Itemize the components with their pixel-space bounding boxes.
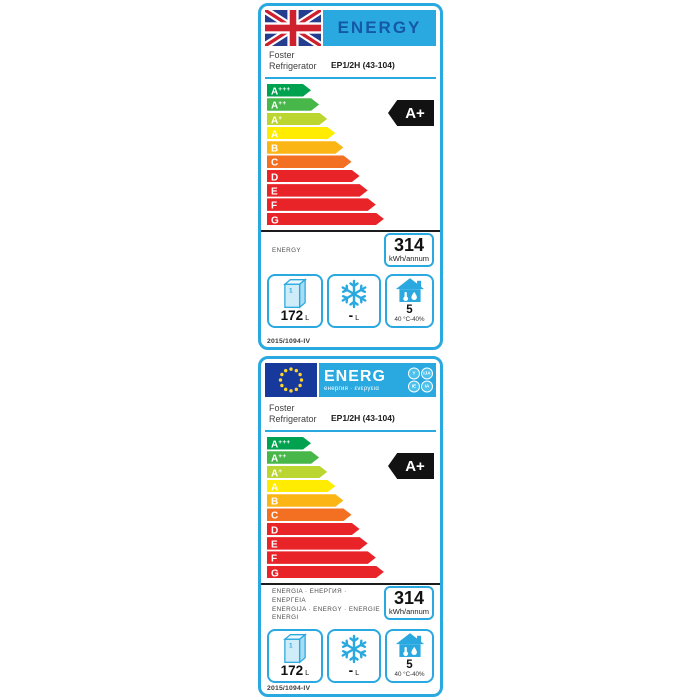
- grade-arrow-a+: A+: [267, 466, 327, 479]
- eu-label-header: ENERG енергия · ενεργεια Y IJA IE IA: [265, 363, 436, 397]
- climate-class-value: 5: [406, 659, 413, 671]
- climate-class-box: 5 40 °C-40%: [385, 274, 434, 328]
- climate-condition: 40 °C-40%: [394, 316, 425, 323]
- energy-caption: ENERGIA · ЕНЕРГИЯ · ΕΝΕΡΓΕΙΑ ENERGIJA · …: [272, 588, 382, 623]
- header-divider: [265, 77, 436, 79]
- consumption-box: 314 kWh/annum: [384, 586, 434, 620]
- grade-arrow-a+++: A+++: [267, 84, 311, 97]
- section-divider: [261, 583, 440, 585]
- suffix-circle-ia: IA: [421, 380, 433, 393]
- grade-arrow-g: G: [267, 566, 384, 579]
- energy-caption: ENERGY: [272, 247, 382, 256]
- freezer-volume: -L: [348, 308, 360, 323]
- caption-line: ENERGIJA · ENERGY · ENERGIE: [272, 605, 380, 613]
- energy-header-band: ENERG енергия · ενεργεια Y IJA IE IA: [319, 363, 436, 397]
- eu-energy-label: ENERG енергия · ενεργεια Y IJA IE IA Fos…: [258, 356, 443, 697]
- grade-arrow-c: C: [267, 508, 352, 521]
- model-number: EP1/2H (43-104): [331, 413, 395, 423]
- union-jack-flag-icon: [265, 10, 321, 46]
- freezer-volume: -L: [348, 663, 360, 678]
- consumption-value: 314: [393, 235, 425, 255]
- grade-arrow-a: A: [267, 127, 335, 140]
- fridge-volume-unit: L: [305, 668, 310, 677]
- brand-block: Foster Refrigerator EP1/2H (43-104): [269, 403, 434, 424]
- freezer-volume-value: -: [348, 663, 354, 678]
- suffix-circle-y: Y: [408, 367, 420, 380]
- freezer-volume-unit: L: [355, 313, 360, 322]
- caption-line: ENERGI: [272, 614, 299, 622]
- brand-line1: Foster: [269, 50, 295, 60]
- model-number: EP1/2H (43-104): [331, 60, 395, 70]
- grade-arrow-b: B: [267, 494, 343, 507]
- header-divider: [265, 430, 436, 432]
- energy-word-suffixes: Y IJA IE IA: [408, 367, 433, 393]
- grade-arrow-f: F: [267, 198, 376, 211]
- grade-arrow-g: G: [267, 213, 384, 226]
- grade-arrow-d: D: [267, 170, 360, 183]
- energy-header-subtitle: енергия · ενεργεια: [324, 385, 380, 392]
- brand-line2: Refrigerator: [269, 413, 317, 424]
- grade-arrow-a: A: [267, 480, 335, 493]
- fridge-volume: 172 L: [280, 308, 310, 323]
- eu-flag-icon: [265, 363, 317, 397]
- grade-arrow-a+++: A+++: [267, 437, 311, 450]
- brand-block: Foster Refrigerator EP1/2H (43-104): [269, 50, 434, 71]
- grade-arrow-e: E: [267, 184, 368, 197]
- grade-arrow-d: D: [267, 523, 360, 536]
- fridge-volume-value: 172: [280, 663, 304, 678]
- fridge-icon: 1: [283, 276, 307, 311]
- consumption-unit: kWh/annum: [388, 254, 430, 263]
- fridge-volume-value: 172: [280, 308, 304, 323]
- suffix-circle-ie: IE: [408, 380, 420, 393]
- energy-header-band: ENERGY: [323, 10, 436, 46]
- grade-arrow-c: C: [267, 155, 352, 168]
- caption-line: ENERGY: [272, 247, 301, 254]
- fridge-volume: 172 L: [280, 663, 310, 678]
- freezer-volume-box: -L: [327, 274, 381, 328]
- svg-text:1: 1: [289, 288, 293, 295]
- consumption-unit: kWh/annum: [388, 607, 430, 616]
- brand-line2: Refrigerator: [269, 60, 317, 71]
- caption-line: ENERGIA · ЕНЕРГИЯ · ΕΝΕΡΓΕΙΑ: [272, 588, 347, 604]
- uk-label-header: ENERGY: [265, 10, 436, 46]
- freezer-volume-box: -L: [327, 629, 381, 683]
- consumption-value: 314: [393, 588, 425, 608]
- suffix-circle-ija: IJA: [421, 367, 433, 380]
- grade-arrow-f: F: [267, 551, 376, 564]
- energy-header-titles: ENERG енергия · ενεργεια: [324, 367, 386, 392]
- rating-arrow: A+: [388, 100, 434, 126]
- rating-arrow: A+: [388, 453, 434, 479]
- house-icon: [395, 276, 425, 305]
- svg-text:1: 1: [289, 643, 293, 650]
- regulation-number: 2015/1094-IV: [267, 338, 311, 345]
- consumption-box: 314 kWh/annum: [384, 233, 434, 267]
- brand-line1: Foster: [269, 403, 295, 413]
- energy-header-title: ENERGY: [337, 18, 422, 37]
- fridge-icon: 1: [283, 631, 307, 666]
- freezer-volume-value: -: [348, 308, 354, 323]
- climate-class-value: 5: [406, 304, 413, 316]
- snowflake-icon: [339, 276, 369, 311]
- grade-arrow-a++: A++: [267, 451, 319, 464]
- grade-arrow-b: B: [267, 141, 343, 154]
- uk-energy-label: ENERGY Foster Refrigerator EP1/2H (43-10…: [258, 3, 443, 350]
- freezer-volume-unit: L: [355, 668, 360, 677]
- grade-arrow-a++: A++: [267, 98, 319, 111]
- energy-header-title: ENERG: [324, 367, 386, 385]
- efficiency-scale: A+++ A++ A+ A B C D E F G: [267, 437, 384, 580]
- house-icon: [395, 631, 425, 660]
- snowflake-icon: [339, 631, 369, 666]
- grade-arrow-e: E: [267, 537, 368, 550]
- climate-condition: 40 °C-40%: [394, 671, 425, 678]
- climate-class-box: 5 40 °C-40%: [385, 629, 434, 683]
- fridge-volume-box: 1 172 L: [267, 629, 323, 683]
- section-divider: [261, 230, 440, 232]
- fridge-volume-box: 1 172 L: [267, 274, 323, 328]
- fridge-volume-unit: L: [305, 313, 310, 322]
- grade-arrow-a+: A+: [267, 113, 327, 126]
- regulation-number: 2015/1094-IV: [267, 685, 311, 692]
- efficiency-scale: A+++ A++ A+ A B C D E F G: [267, 84, 384, 227]
